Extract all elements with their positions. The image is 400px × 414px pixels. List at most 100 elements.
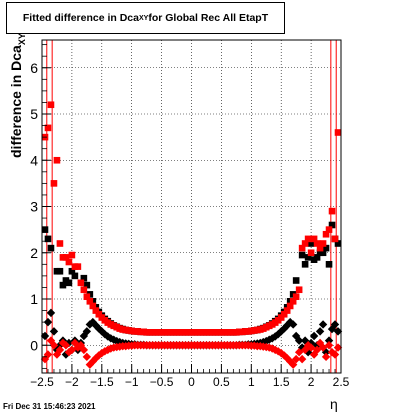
data-point-diamond — [297, 354, 307, 364]
data-point-square — [304, 235, 312, 243]
data-point-diamond — [85, 320, 95, 329]
data-point-diamond — [309, 331, 319, 341]
y-tick-label: 4 — [30, 152, 38, 168]
data-point-diamond — [321, 352, 331, 362]
data-point-square — [59, 281, 67, 289]
y-tick-label: 2 — [30, 245, 38, 261]
data-point-square — [62, 254, 70, 261]
data-point-square — [304, 254, 312, 261]
data-layer — [40, 101, 343, 369]
data-point-square — [65, 258, 73, 266]
y-tick-label: 1 — [30, 291, 38, 307]
data-point-diamond — [103, 345, 112, 355]
x-tick-label: 1 — [248, 375, 255, 389]
x-tick-label: 2.5 — [333, 375, 350, 389]
data-point-square — [334, 240, 342, 247]
data-point-square — [80, 286, 88, 294]
data-point-square — [292, 277, 300, 284]
data-point-diamond — [82, 327, 92, 336]
data-point-square — [83, 281, 91, 289]
data-point-square — [334, 129, 342, 136]
data-point-square — [47, 101, 55, 109]
x-tick-label: 0 — [188, 375, 195, 389]
data-point-square — [328, 221, 336, 229]
data-point-square — [325, 226, 333, 233]
data-point-diamond — [106, 334, 115, 343]
data-point-diamond — [43, 350, 53, 359]
x-tick-label: −1.5 — [90, 375, 114, 389]
data-point-square — [313, 240, 321, 247]
data-point-diamond — [46, 308, 56, 318]
data-point-diamond — [324, 336, 334, 345]
data-point-square — [47, 244, 55, 252]
x-tick-label: −2.5 — [30, 375, 54, 389]
data-point-diamond — [291, 354, 301, 364]
x-tick-label: 1.5 — [273, 375, 290, 389]
datestamp: Fri Dec 31 15:46:23 2021 — [3, 402, 96, 411]
x-tick-label: 2 — [308, 375, 315, 389]
data-point-square — [322, 244, 330, 252]
data-point-square — [316, 244, 324, 252]
y-tick-label: 6 — [30, 60, 38, 76]
data-point-square — [56, 267, 64, 275]
data-point-square — [92, 307, 100, 314]
y-tick-label: 5 — [30, 106, 38, 122]
data-point-diamond — [288, 320, 298, 329]
data-point-diamond — [315, 327, 325, 336]
data-point-diamond — [333, 343, 343, 352]
x-axis-label: η — [330, 396, 338, 412]
data-point-diamond — [73, 343, 83, 352]
x-tick-label: −2 — [65, 375, 79, 389]
data-point-diamond — [82, 352, 92, 362]
data-point-diamond — [49, 327, 59, 336]
data-point-square — [44, 235, 52, 243]
data-point-square — [86, 298, 94, 305]
data-point-square — [44, 124, 52, 132]
data-point-square — [83, 293, 91, 300]
x-tick-label: −1 — [125, 375, 139, 389]
data-point-square — [89, 302, 97, 310]
data-point-diamond — [49, 341, 59, 350]
data-point-diamond — [61, 350, 71, 359]
plot-frame — [41, 39, 342, 374]
data-point-square — [80, 274, 88, 282]
data-point-square — [68, 267, 76, 275]
data-point-square — [331, 235, 339, 243]
data-point-diamond — [55, 345, 65, 355]
data-point-diamond — [318, 320, 328, 329]
data-point-square — [307, 240, 315, 247]
data-point-square — [53, 156, 61, 164]
data-point-diamond — [103, 332, 112, 341]
data-point-square — [328, 207, 336, 215]
chart-title-prefix: Fitted difference in Dca — [22, 12, 139, 24]
data-point-square — [295, 286, 303, 294]
data-point-square — [298, 251, 306, 259]
data-point-square — [65, 279, 73, 287]
chart-title-subscript: XY — [138, 14, 149, 22]
y-axis-label-prefix: difference in Dca — [8, 45, 24, 158]
data-point-square — [322, 230, 330, 238]
data-point-square — [68, 251, 76, 259]
data-point-square — [74, 263, 82, 270]
data-point-square — [56, 240, 64, 247]
y-axis-label-subscript: XY — [16, 33, 27, 46]
data-point-diamond — [40, 331, 50, 341]
data-point-square — [77, 279, 85, 287]
chart-title-suffix: for Global Rec All EtapT — [148, 12, 269, 24]
chart-title: Fitted difference in Dca XY for Global Re… — [6, 2, 285, 34]
data-point-square — [310, 235, 318, 243]
data-point-square — [301, 240, 309, 247]
data-point-square — [313, 254, 321, 261]
y-axis-label: difference in DcaXY — [8, 33, 27, 158]
data-point-square — [292, 293, 300, 300]
data-point-diamond — [330, 320, 340, 329]
data-point-square — [50, 180, 58, 187]
y-tick-label: 0 — [30, 337, 38, 353]
data-point-diamond — [79, 345, 89, 355]
axis-layer: −2.5 −2 −1.5 −1 −0.5 0 0.5 1 1.5 2 2.5 0 1 2 3 4 5 6 — [30, 44, 350, 389]
data-point-square — [298, 244, 306, 252]
data-point-diamond — [61, 341, 71, 350]
data-point-square — [289, 298, 297, 305]
data-point-square — [283, 307, 291, 314]
